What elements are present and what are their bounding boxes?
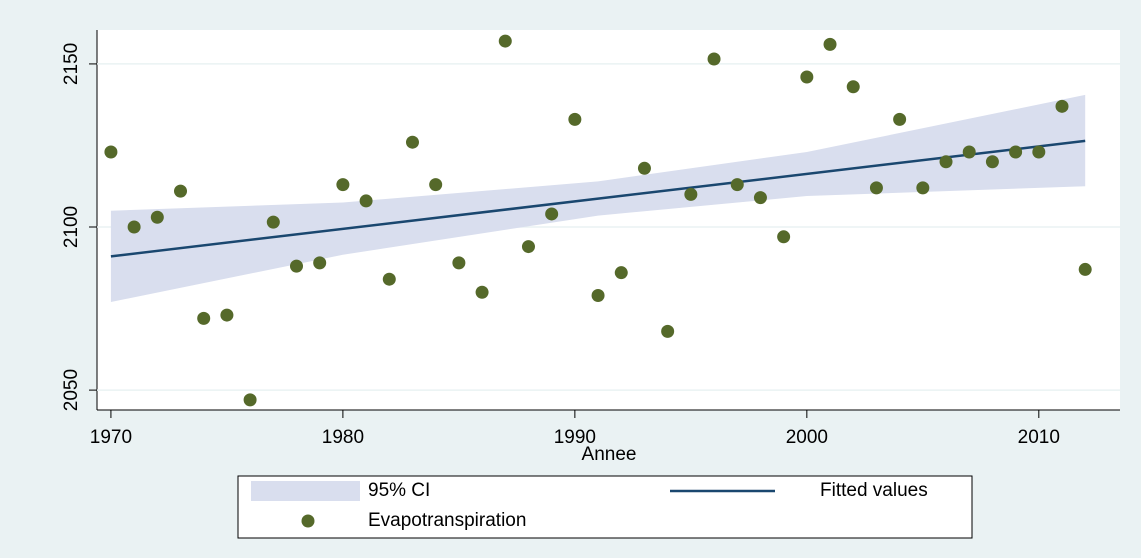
point: [869, 181, 883, 195]
point: [452, 256, 466, 270]
legend: [237, 475, 973, 539]
point: [916, 181, 930, 195]
x-tick-label: 2000: [786, 427, 828, 448]
point: [313, 256, 327, 270]
point: [707, 52, 721, 66]
point: [893, 112, 907, 126]
point: [150, 210, 164, 224]
point: [197, 311, 211, 325]
point: [429, 178, 443, 192]
point: [405, 135, 419, 149]
legend-label: Fitted values: [820, 480, 928, 501]
legend-label: 95% CI: [368, 480, 430, 501]
point: [962, 145, 976, 159]
point: [985, 155, 999, 169]
point: [382, 272, 396, 286]
point: [545, 207, 559, 221]
point: [846, 80, 860, 94]
point: [661, 324, 675, 338]
fitted-line: [110, 139, 1086, 258]
point: [104, 145, 118, 159]
point: [220, 308, 234, 322]
point: [753, 191, 767, 205]
y-tick-label: 2150: [61, 43, 82, 85]
point: [939, 155, 953, 169]
x-axis-title: Annee: [582, 444, 637, 465]
point: [823, 37, 837, 51]
point: [637, 161, 651, 175]
point: [1032, 145, 1046, 159]
point: [289, 259, 303, 273]
point: [591, 289, 605, 303]
x-tick-label: 1980: [322, 427, 364, 448]
legend-swatch: [251, 481, 360, 501]
point: [243, 393, 257, 407]
point: [1009, 145, 1023, 159]
y-tick-label: 2100: [61, 206, 82, 248]
point: [127, 220, 141, 234]
point: [521, 240, 535, 254]
point: [568, 112, 582, 126]
point: [359, 194, 373, 208]
point: [800, 70, 814, 84]
y-tick-label: 2050: [61, 369, 82, 411]
x-tick-label: 1970: [90, 427, 132, 448]
point: [730, 178, 744, 192]
point: [1055, 99, 1069, 113]
point: [684, 187, 698, 201]
point: [498, 34, 512, 48]
x-tick-label: 2010: [1018, 427, 1060, 448]
legend-marker: [301, 514, 315, 528]
point: [174, 184, 188, 198]
point: [1078, 262, 1092, 276]
x-tick-label: 1990: [554, 427, 596, 448]
point: [614, 266, 628, 280]
legend-label: Evapotranspiration: [368, 510, 526, 531]
point: [336, 178, 350, 192]
point: [777, 230, 791, 244]
point: [266, 215, 280, 229]
point: [475, 285, 489, 299]
